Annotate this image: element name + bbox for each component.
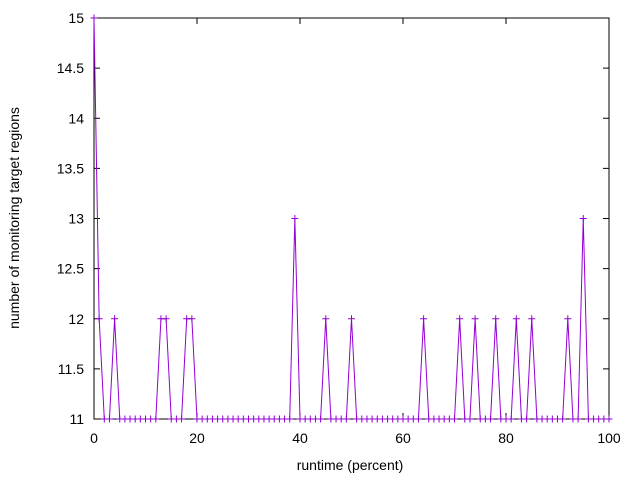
data-point [152,415,160,423]
y-tick-label: 15 [68,10,84,26]
data-point [348,315,355,323]
data-point [579,215,587,222]
data-point [528,315,536,323]
data-point [456,315,464,323]
data-point [90,14,98,22]
data-point [487,415,495,423]
data-point [574,415,582,423]
y-tick-label: 11.5 [58,361,84,377]
data-point [342,415,350,423]
x-tick-label: 20 [189,430,205,446]
data-point [466,415,474,423]
y-tick-label: 14.5 [57,60,84,76]
data-point [507,415,515,423]
x-tick-label: 80 [498,430,514,446]
data-point [95,315,103,323]
data-point [188,315,196,323]
axis-ticks: 0 20 40 60 80 100 11 11.5 12 12.5 13 13.5 14 14.5 15 [57,10,621,446]
x-tick-label: 40 [292,430,308,446]
data-point [451,415,458,423]
data-point [471,315,479,323]
y-tick-label: 13.5 [57,160,84,176]
data-point [162,315,170,323]
plot-frame [93,17,610,420]
data-point [286,415,294,423]
y-tick-label: 12 [68,311,84,327]
y-tick-label: 13 [68,211,84,227]
data-point [414,415,422,423]
data-point [523,415,531,423]
data-point [559,415,567,423]
series-line [93,17,609,420]
y-tick-label: 14 [68,110,84,126]
series-layer [90,14,613,423]
x-tick-label: 0 [90,430,98,446]
y-axis-title: number of monitoring target regions [6,107,22,329]
data-point [317,415,325,423]
data-point [291,215,299,222]
data-point [564,315,572,323]
data-point [605,415,613,423]
y-tick-label: 12.5 [57,261,84,277]
data-point [322,315,330,323]
x-tick-label: 100 [597,430,621,446]
data-point [492,315,500,323]
data-point [512,315,520,323]
data-point [105,415,113,423]
x-tick-label: 60 [395,430,411,446]
x-axis-title: runtime (percent) [297,457,404,473]
data-point [111,315,119,323]
y-tick-label: 11 [69,411,84,427]
data-point [420,315,428,323]
data-point [178,415,186,423]
